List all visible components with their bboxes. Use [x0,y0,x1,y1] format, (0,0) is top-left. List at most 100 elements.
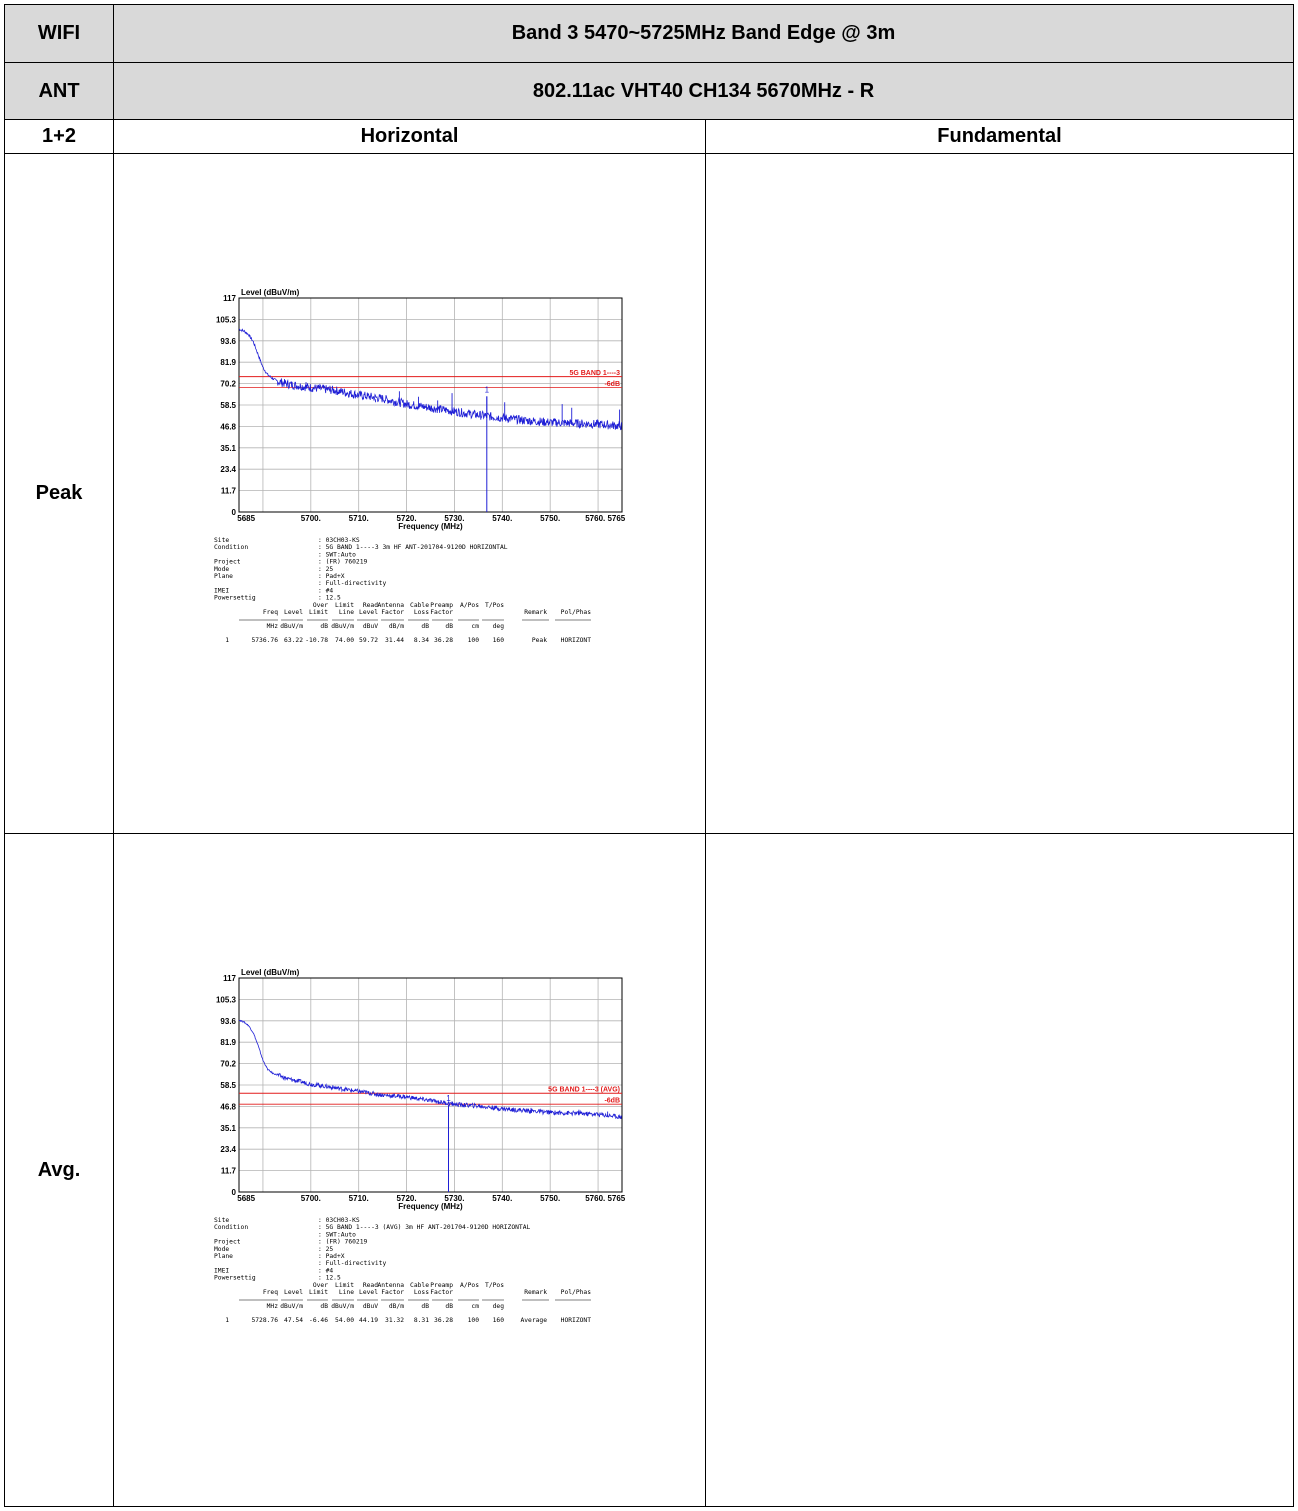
info-key: Project [214,559,241,566]
table-units: deg [493,1303,505,1310]
table-head-2: Remark [524,609,547,616]
table-head-1: Cable [410,1282,429,1289]
table-data-row: 8.31 [414,1317,429,1324]
table-units: dB [320,1303,328,1310]
band-title: Band 3 5470~5725MHz Band Edge @ 3m [113,4,1294,63]
level-trace [239,328,622,431]
table-units: cm [471,623,479,630]
y-tick-label: 0 [232,508,237,517]
table-head-2: Level [359,609,378,616]
table-units: MHz [267,1303,279,1310]
table-data-row: 63.22 [284,637,303,644]
y-axis-title: Level (dBuV/m) [241,968,300,977]
table-head-1: A/Pos [460,602,479,609]
table-head-2: Limit [309,609,328,616]
y-tick-label: 35.1 [220,1124,236,1133]
info-value: : 12.5 [318,595,341,602]
table-data-row: 100 [468,1317,480,1324]
y-tick-label: 58.5 [220,401,236,410]
info-value: : 03CH03-KS [318,537,360,544]
y-tick-label: 23.4 [220,465,236,474]
x-tick-label: 5700. [301,1194,321,1203]
info-key: Site [214,1217,229,1224]
table-data-row: 160 [493,1317,505,1324]
info-value: : 5G BAND 1----3 3m HF ANT-201704-9120D … [318,544,508,551]
table-data-row: Peak [532,637,547,644]
x-axis-title: Frequency (MHz) [398,522,463,531]
table-data-row: 54.00 [335,1317,354,1324]
table-data-row: 59.72 [359,637,378,644]
x-tick-label: 5710. [349,514,369,523]
info-value: : 12.5 [318,1275,341,1282]
table-head-2: Line [339,609,354,616]
table-data-row: HORIZONT [561,637,592,644]
table-head-2: Freq [263,609,278,616]
info-value: : SWT:Auto [318,1231,356,1238]
mode-title: 802.11ac VHT40 CH134 5670MHz - R [113,62,1294,120]
info-key: Project [214,1239,241,1246]
table-data-row: 1 [225,1317,229,1324]
table-data-row: 74.00 [335,637,354,644]
table-data-row: 8.34 [414,637,429,644]
table-data-row: 5728.76 [251,1317,278,1324]
limit-line-label: 5G BAND 1----3 [569,370,620,377]
y-tick-label: 70.2 [220,380,236,389]
y-tick-label: 11.7 [221,487,237,496]
table-head-1: Cable [410,602,429,609]
y-tick-label: 58.5 [220,1081,236,1090]
y-tick-label: 93.6 [220,337,236,346]
row-label-config: 1+2 [4,119,114,154]
avg-plot-panel: 0 11.7 23.4 35.1 46.8 58.5 70.2 81.9 93.6 105.3 11… [113,833,706,1507]
info-value: : SWT:Auto [318,551,356,558]
plot-frame [238,297,623,513]
info-value: : Pad+X [318,1253,345,1260]
info-value: : 25 [318,566,333,573]
table-units: dBuV/m [280,1303,303,1310]
table-units: dB [445,1303,453,1310]
table-head-2: Loss [414,1289,429,1296]
row-label-ant: ANT [4,62,114,120]
table-units: dBuV/m [331,1303,354,1310]
x-tick-label: 5760. 5765 [585,1194,626,1203]
marker-label: 1 [485,385,490,394]
peak-fundamental-cell [705,153,1294,834]
info-key: Mode [214,1246,229,1253]
column-fundamental: Fundamental [705,119,1294,154]
info-key: Condition [214,544,248,551]
x-tick-label: 5730. [444,514,464,523]
limit-line-label: -6dB [604,1098,620,1105]
x-tick-label: 5685 [237,1194,255,1203]
table-head-2: Factor [381,609,404,616]
column-horizontal: Horizontal [113,119,706,154]
y-tick-label: 117 [223,974,236,983]
table-head-1: Over [313,1282,328,1289]
info-key: IMEI [214,1267,229,1274]
table-head-2: Factor [430,1289,453,1296]
table-units: dB [421,1303,429,1310]
table-units: dB [421,623,429,630]
y-tick-label: 0 [232,1188,237,1197]
y-tick-label: 23.4 [220,1145,236,1154]
table-units: MHz [267,623,279,630]
table-units: dBuV/m [280,623,303,630]
y-tick-label: 105.3 [216,315,237,324]
table-head-1: Preamp [430,602,453,609]
info-value: : Full-directivity [318,580,386,587]
info-value: : #4 [318,587,333,594]
table-head-2: Level [284,1289,303,1296]
table-data-row: 5736.76 [251,637,278,644]
info-key: IMEI [214,587,229,594]
table-data-row: 100 [468,637,480,644]
table-data-row: 31.32 [385,1317,404,1324]
table-units: cm [471,1303,479,1310]
x-axis-title: Frequency (MHz) [398,1202,463,1211]
peak-plot-panel: 0 11.7 23.4 35.1 46.8 58.5 70.2 81.9 93.6 105.3 11… [113,153,706,834]
avg-level-chart: 011.723.435.146.858.570.281.993.6105.311… [214,968,626,1324]
table-head-1: Limit [335,1282,354,1289]
x-tick-label: 5750. [540,514,560,523]
info-key: Plane [214,1253,233,1260]
x-tick-label: 5740. [492,1194,512,1203]
info-value: : Full-directivity [318,1260,386,1267]
y-axis-title: Level (dBuV/m) [241,288,300,297]
info-key: Condition [214,1224,248,1231]
